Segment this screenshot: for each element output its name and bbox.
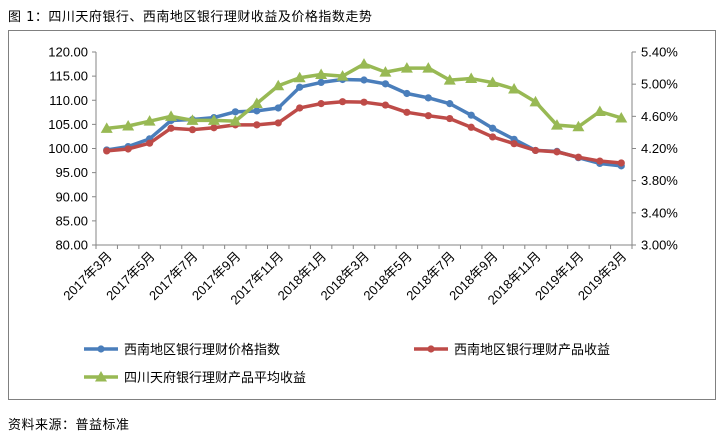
series-point-2 [508, 82, 521, 94]
series-point-2 [122, 119, 135, 131]
series-point-1 [274, 119, 282, 127]
series-point-1 [574, 153, 583, 161]
series-point-2 [207, 114, 220, 125]
left-tick-label: 105.00 [48, 117, 88, 132]
series-point-1 [360, 98, 368, 106]
right-tick-label: 4.60% [641, 109, 678, 124]
series-point-2 [465, 72, 478, 84]
axes-layer: 80.00 85.00 90.00 95.00 100.00 105.00 110.00 11… [48, 45, 678, 308]
series-point-1 [338, 98, 347, 106]
series-line-0 [106, 77, 622, 168]
series-point-0 [381, 80, 390, 88]
series-point-1 [296, 104, 304, 112]
series-point-1 [617, 159, 625, 167]
series-point-1 [188, 126, 197, 134]
series-point-0 [274, 104, 282, 112]
series-point-0 [467, 111, 475, 119]
series-point-2 [550, 119, 563, 130]
series-point-1 [210, 124, 218, 132]
left-tick-label: 120.00 [48, 45, 88, 60]
series-point-1 [553, 148, 561, 156]
legend-label: 西南地区银行理财价格指数 [124, 342, 280, 358]
series-point-1 [167, 124, 175, 132]
series-point-0 [424, 94, 432, 102]
series-point-2 [100, 122, 113, 133]
series-point-1 [403, 108, 411, 116]
series-point-2 [250, 97, 263, 108]
series-point-1 [424, 112, 432, 120]
series-point-2 [615, 111, 628, 123]
series-point-0 [317, 78, 325, 86]
series-point-2 [400, 62, 413, 73]
left-tick-label: 85.00 [55, 213, 88, 228]
series-point-1 [446, 114, 454, 123]
series-point-1 [146, 139, 154, 147]
series-point-1 [124, 145, 132, 153]
series-point-1 [103, 147, 111, 155]
series-point-1 [253, 121, 261, 129]
series-point-2 [358, 58, 370, 69]
series-point-2 [315, 68, 328, 80]
series-point-1 [381, 101, 390, 109]
series-point-2 [422, 62, 435, 73]
series-point-1 [489, 133, 497, 141]
series-point-2 [272, 79, 285, 91]
series-point-2 [379, 66, 392, 77]
series-point-0 [296, 83, 304, 91]
legend-marker [427, 345, 435, 353]
right-tick-label: 3.40% [641, 205, 678, 220]
series-point-1 [317, 100, 325, 108]
left-tick-label: 90.00 [55, 189, 88, 204]
series-point-2 [572, 120, 585, 132]
series-point-0 [446, 100, 454, 108]
series-point-0 [489, 124, 497, 132]
series-point-2 [293, 71, 306, 83]
left-tick-label: 80.00 [55, 238, 88, 253]
series-lines-layer [100, 58, 628, 170]
source-note: 资料来源：普益标准 [8, 418, 130, 433]
figure-title: 图 1：四川天府银行、西南地区银行理财收益及价格指数走势 [8, 10, 373, 25]
right-tick-label: 3.00% [641, 238, 678, 253]
series-point-2 [529, 95, 542, 107]
series-point-2 [486, 76, 499, 88]
right-tick-label: 4.20% [641, 141, 678, 156]
series-point-0 [231, 108, 239, 116]
series-point-2 [186, 114, 199, 125]
series-point-1 [596, 157, 604, 165]
chart-frame [8, 30, 716, 400]
right-tick-label: 5.40% [641, 45, 678, 60]
series-point-1 [510, 140, 518, 148]
series-point-2 [229, 115, 242, 126]
series-point-0 [403, 89, 411, 98]
series-point-0 [253, 107, 261, 115]
series-point-0 [360, 76, 368, 84]
series-point-2 [443, 74, 456, 85]
legend-label: 西南地区银行理财产品收益 [454, 342, 610, 358]
left-tick-label: 110.00 [49, 93, 88, 108]
series-point-1 [467, 123, 475, 131]
series-point-1 [531, 146, 540, 155]
legend-marker [97, 345, 105, 353]
left-tick-label: 100.00 [48, 141, 88, 156]
legend-marker [95, 371, 107, 382]
series-point-2 [165, 110, 178, 121]
legend-label: 四川天府银行理财产品平均收益 [124, 371, 306, 386]
series-point-2 [336, 70, 349, 81]
series-point-2 [143, 115, 156, 126]
series-line-2 [106, 62, 622, 131]
right-tick-label: 3.80% [641, 173, 678, 188]
left-tick-label: 95.00 [55, 165, 88, 180]
series-point-2 [593, 105, 606, 117]
left-tick-label: 115.00 [49, 69, 88, 84]
right-tick-label: 5.00% [641, 77, 678, 92]
